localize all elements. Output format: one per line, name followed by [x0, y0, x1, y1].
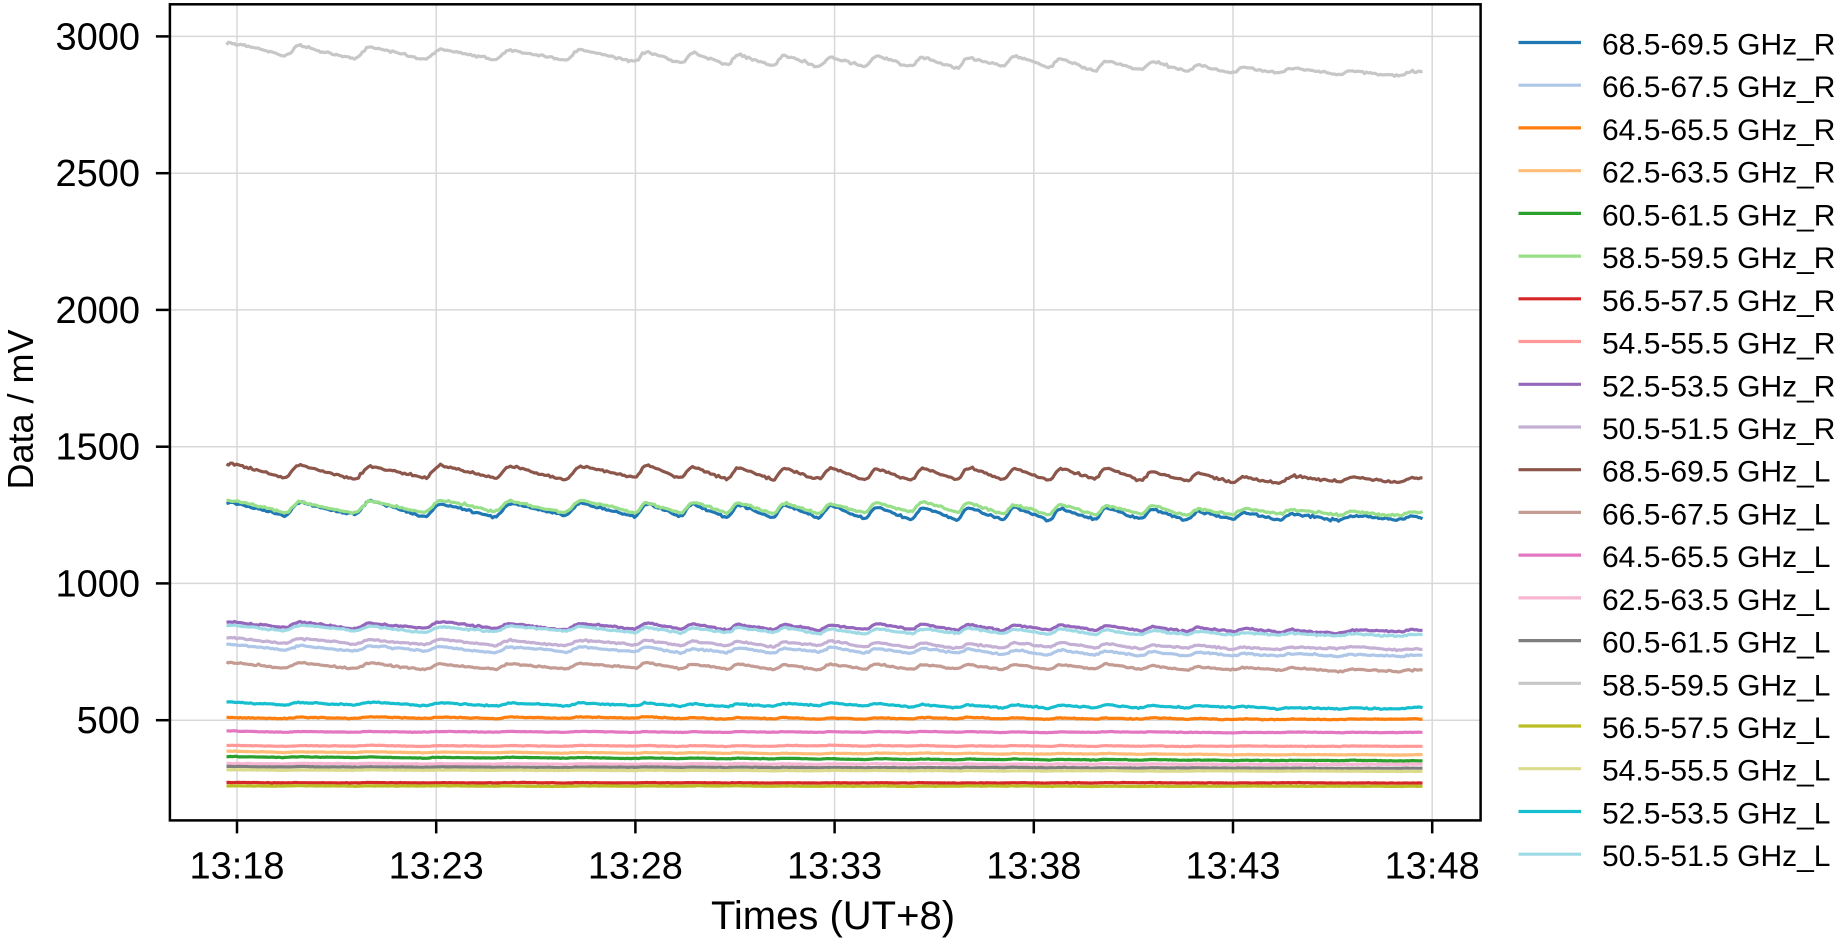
svg-text:56.5-57.5 GHz_R: 56.5-57.5 GHz_R [1602, 285, 1835, 318]
svg-text:68.5-69.5 GHz_R: 68.5-69.5 GHz_R [1602, 29, 1835, 62]
svg-text:500: 500 [77, 700, 140, 742]
svg-text:62.5-63.5 GHz_L: 62.5-63.5 GHz_L [1602, 584, 1830, 617]
svg-text:50.5-51.5 GHz_R: 50.5-51.5 GHz_R [1602, 413, 1835, 446]
svg-text:68.5-69.5 GHz_L: 68.5-69.5 GHz_L [1602, 456, 1830, 489]
svg-text:58.5-59.5 GHz_L: 58.5-59.5 GHz_L [1602, 669, 1830, 702]
svg-text:13:38: 13:38 [986, 846, 1081, 888]
svg-text:3000: 3000 [55, 16, 140, 58]
svg-text:58.5-59.5 GHz_R: 58.5-59.5 GHz_R [1602, 242, 1835, 275]
svg-text:54.5-55.5 GHz_R: 54.5-55.5 GHz_R [1602, 328, 1835, 361]
svg-text:2000: 2000 [55, 290, 140, 332]
svg-text:1000: 1000 [55, 563, 140, 605]
svg-text:52.5-53.5 GHz_L: 52.5-53.5 GHz_L [1602, 798, 1830, 831]
svg-text:13:33: 13:33 [787, 846, 882, 888]
svg-text:13:28: 13:28 [588, 846, 683, 888]
svg-text:64.5-65.5 GHz_R: 64.5-65.5 GHz_R [1602, 114, 1835, 147]
svg-text:Data / mV: Data / mV [0, 329, 41, 489]
svg-text:60.5-61.5 GHz_R: 60.5-61.5 GHz_R [1602, 199, 1835, 232]
svg-text:66.5-67.5 GHz_R: 66.5-67.5 GHz_R [1602, 71, 1835, 104]
svg-text:54.5-55.5 GHz_L: 54.5-55.5 GHz_L [1602, 755, 1830, 788]
svg-text:13:23: 13:23 [389, 846, 484, 888]
svg-text:50.5-51.5 GHz_L: 50.5-51.5 GHz_L [1602, 840, 1830, 873]
svg-text:60.5-61.5 GHz_L: 60.5-61.5 GHz_L [1602, 627, 1830, 660]
svg-text:66.5-67.5 GHz_L: 66.5-67.5 GHz_L [1602, 498, 1830, 531]
svg-text:13:43: 13:43 [1185, 846, 1280, 888]
svg-text:64.5-65.5 GHz_L: 64.5-65.5 GHz_L [1602, 541, 1830, 574]
svg-text:13:48: 13:48 [1385, 846, 1480, 888]
svg-text:52.5-53.5 GHz_R: 52.5-53.5 GHz_R [1602, 370, 1835, 403]
svg-text:62.5-63.5 GHz_R: 62.5-63.5 GHz_R [1602, 157, 1835, 190]
svg-text:56.5-57.5 GHz_L: 56.5-57.5 GHz_L [1602, 712, 1830, 745]
svg-text:Times (UT+8): Times (UT+8) [711, 894, 955, 938]
svg-text:1500: 1500 [55, 427, 140, 469]
svg-text:13:18: 13:18 [189, 846, 284, 888]
svg-text:2500: 2500 [55, 153, 140, 195]
